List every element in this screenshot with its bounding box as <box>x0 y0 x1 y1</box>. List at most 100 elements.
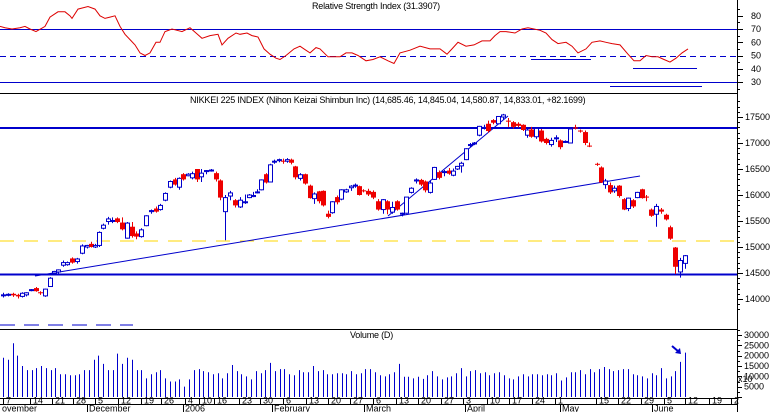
candle-down <box>366 188 371 197</box>
candle-down <box>281 158 286 164</box>
candle-down <box>668 225 673 240</box>
x-axis-day-label: 12 <box>121 396 131 406</box>
candle-up <box>612 185 617 193</box>
candle-up <box>298 173 303 181</box>
candle-down <box>587 142 592 148</box>
candle-up <box>312 192 317 204</box>
x-axis-day-label: 27 <box>353 396 363 406</box>
candle-down <box>419 178 424 187</box>
x-axis-day-label: 26 <box>164 396 174 406</box>
rsi-axis: 80 70 60 50 40 30 <box>737 9 761 90</box>
candle-up <box>268 163 273 183</box>
candle-down <box>293 165 298 180</box>
price-axis: 17500 17000 16500 16000 15500 15000 14500 14000 <box>737 101 770 310</box>
candle-up <box>482 124 487 130</box>
candle-up <box>678 257 683 278</box>
candle-down <box>640 188 645 199</box>
candle-down <box>376 199 381 211</box>
x-axis-day-label: 20 <box>331 396 341 406</box>
price-panel: 17500 17000 16500 16000 15500 15000 14500 14000 <box>0 101 770 326</box>
x-axis-day-label: 4 <box>188 396 193 406</box>
candle-down <box>631 199 636 208</box>
candle-down <box>317 190 322 204</box>
candlesticks <box>1 113 688 299</box>
candle-up <box>414 178 419 184</box>
candle-down <box>70 257 75 264</box>
candle-up <box>139 228 144 238</box>
candle-up <box>97 231 102 247</box>
x-axis-day-label: 17 <box>512 396 522 406</box>
candle-up <box>80 244 85 255</box>
candle-down <box>308 184 313 199</box>
candle-down <box>423 180 428 193</box>
candle-down <box>34 287 39 292</box>
volume-bars <box>3 343 686 397</box>
rsi-line <box>0 5 689 65</box>
candle-up <box>404 196 409 214</box>
candle-down <box>115 217 120 224</box>
candle-up <box>75 257 80 264</box>
price-axis-label: 16500 <box>745 164 770 174</box>
price-axis-label: 15000 <box>745 242 770 252</box>
candle-up <box>61 260 66 267</box>
candle-down <box>583 130 588 146</box>
candle-up <box>568 128 573 144</box>
candle-up <box>442 170 447 177</box>
x-axis-day-label: 5 <box>667 396 672 406</box>
price-title: NIKKEI 225 INDEX (Nihon Keizai Shimbun I… <box>190 95 586 105</box>
candle-down <box>89 241 94 248</box>
candle-up <box>149 209 154 214</box>
candle-down <box>120 217 125 231</box>
candle-up <box>243 194 248 204</box>
x-axis-day-label: 16 <box>217 396 227 406</box>
volume-axis-label: 5000 <box>744 382 764 392</box>
x-axis-day-label: 3 <box>466 396 471 406</box>
candle-up <box>247 193 252 199</box>
candle-up <box>390 201 395 214</box>
candle-up <box>603 178 608 189</box>
rsi-axis-label: 60 <box>751 37 761 47</box>
candle-up <box>106 216 111 225</box>
candle-down <box>233 199 238 208</box>
candle-up <box>199 169 204 182</box>
candle-down <box>529 126 534 138</box>
x-axis-day-label: 10 <box>202 396 212 406</box>
candle-down <box>181 173 186 181</box>
x-axis-day-label: 2 <box>734 396 739 406</box>
candle-up <box>468 143 473 148</box>
x-axis-day-label: 13 <box>309 396 319 406</box>
x-axis-day-label: 13 <box>399 396 409 406</box>
candle-up <box>534 127 539 139</box>
candle-up <box>554 135 559 142</box>
candle-up <box>272 159 277 164</box>
x-axis-month-label: May <box>562 404 580 412</box>
x-axis-month-label: June <box>654 404 674 412</box>
candle-up <box>251 191 256 198</box>
x-axis-month-labels: ovember December 2006 February March April May… <box>2 404 674 412</box>
candle-down <box>649 208 654 217</box>
x-axis-month-label: February <box>274 404 311 412</box>
x-axis-day-label: 19 <box>712 396 722 406</box>
candle-up <box>48 277 53 288</box>
volume-axis-label: 15000 <box>744 361 769 371</box>
candle-down <box>357 185 362 196</box>
candle-up <box>381 199 386 214</box>
price-axis-label: 17500 <box>745 112 770 122</box>
candle-down <box>644 195 649 202</box>
candle-up <box>353 183 358 188</box>
candle-up <box>428 180 433 194</box>
candle-down <box>16 293 21 299</box>
candle-up <box>451 168 456 177</box>
x-axis-day-label: 28 <box>76 396 86 406</box>
x-axis-day-label: 12 <box>688 396 698 406</box>
candle-up <box>635 191 640 199</box>
candle-up <box>255 189 260 194</box>
candle-down <box>491 119 496 125</box>
candle-up <box>144 215 149 227</box>
candle-up <box>204 170 209 175</box>
candle-down <box>558 139 563 150</box>
x-axis-day-label: 1 <box>558 396 563 406</box>
candle-up <box>477 125 482 137</box>
